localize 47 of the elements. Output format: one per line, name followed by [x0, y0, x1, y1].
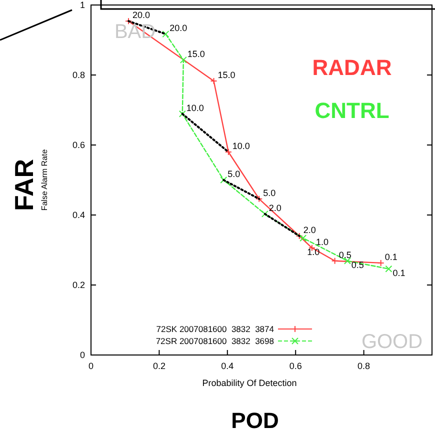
point — [296, 232, 303, 240]
annotation: 5.0 — [228, 169, 240, 179]
y-tick-label: 0.2 — [72, 280, 85, 290]
point — [261, 210, 268, 218]
annotation: 2.0 — [268, 202, 282, 213]
x-tick-label: 0.2 — [152, 361, 166, 371]
point — [220, 176, 228, 184]
point — [180, 56, 187, 64]
x-axis-title: Probability Of Detection — [202, 378, 297, 388]
annotation: 0.1 — [384, 252, 398, 262]
annotation: 0.5 — [351, 260, 364, 270]
legend-label: 72SR 2007081600 3832 3698 — [156, 336, 274, 346]
point — [385, 265, 392, 272]
point — [256, 195, 263, 202]
annotation: 10.0 — [232, 141, 250, 151]
point — [178, 110, 186, 118]
annotation: 15.0 — [218, 70, 236, 80]
text: POD — [231, 408, 279, 433]
annotation: 20.0 — [132, 10, 150, 20]
x-tick-label: 0.4 — [221, 361, 234, 371]
legend-label: 72SK 2007081600 3832 3874 — [156, 324, 274, 334]
y-tick-label: 1 — [80, 0, 85, 10]
y-axis-title: False Alarm Rate — [40, 148, 49, 211]
x-tick-label: 0.6 — [289, 361, 302, 371]
annotation: 0.1 — [392, 268, 406, 278]
annotation: 10.0 — [186, 102, 204, 113]
annotation: RADAR — [312, 55, 392, 80]
x-tick-label: 0.8 — [358, 361, 370, 371]
annotation: 2.0 — [303, 225, 316, 235]
y-tick-label: 0.8 — [72, 70, 85, 80]
point — [210, 77, 218, 84]
x-tick-label: 0 — [88, 361, 94, 371]
point — [331, 257, 338, 264]
annotation: 20.0 — [170, 23, 188, 34]
point — [162, 30, 170, 38]
annotation: 1.0 — [316, 236, 328, 247]
text: FAR — [9, 158, 39, 211]
annotation: 0.5 — [338, 250, 352, 260]
annotation: 1.0 — [307, 247, 320, 258]
y-tick-label: 0 — [80, 350, 85, 360]
y-tick-label: 0.4 — [72, 210, 85, 220]
y-tick-label: 0.6 — [72, 140, 85, 150]
point — [300, 234, 307, 242]
annotation: CNTRL — [314, 98, 390, 123]
annotation: 5.0 — [263, 188, 276, 198]
annotation: 15.0 — [187, 48, 205, 59]
point — [224, 148, 232, 156]
